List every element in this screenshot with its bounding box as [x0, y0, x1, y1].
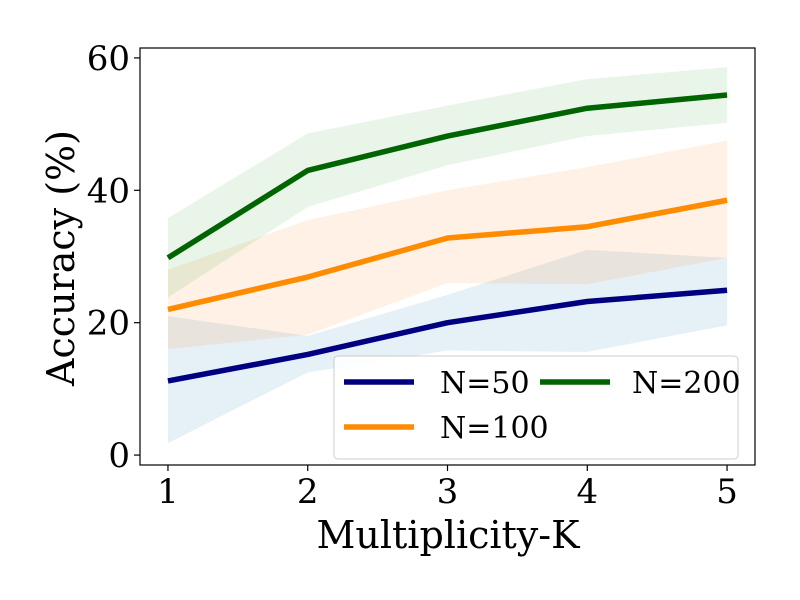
- y-tick-label: 60: [87, 39, 130, 79]
- x-tick-label: 4: [576, 472, 598, 512]
- y-axis-title: Accuracy (%): [39, 130, 83, 387]
- x-tick-label: 1: [157, 472, 179, 512]
- legend-label-n50: N=50: [440, 366, 530, 401]
- legend-label-n100: N=100: [440, 411, 549, 446]
- band-n50: [167, 249, 728, 444]
- x-tick-label: 3: [437, 472, 459, 512]
- band-n200: [167, 67, 728, 298]
- series-lines: [166, 92, 728, 384]
- x-tick-label: 5: [716, 472, 738, 512]
- legend-box: [333, 355, 739, 460]
- axis-ticks: 1 2 3 4 5 0 20 40 60: [87, 39, 738, 512]
- legend: N=50 N=200 N=100: [333, 355, 741, 460]
- x-tick-label: 2: [297, 472, 319, 512]
- x-axis-title: Multiplicity-K: [317, 513, 581, 557]
- plot-area-frame: [139, 47, 756, 466]
- y-tick-label: 20: [87, 304, 130, 344]
- legend-label-n200: N=200: [632, 366, 741, 401]
- line-n200: [166, 92, 728, 261]
- y-tick-label: 0: [108, 436, 130, 476]
- confidence-bands: [167, 67, 728, 444]
- band-n100: [167, 140, 728, 350]
- line-n100: [167, 197, 728, 313]
- line-n50: [167, 287, 728, 384]
- y-tick-label: 40: [87, 171, 130, 211]
